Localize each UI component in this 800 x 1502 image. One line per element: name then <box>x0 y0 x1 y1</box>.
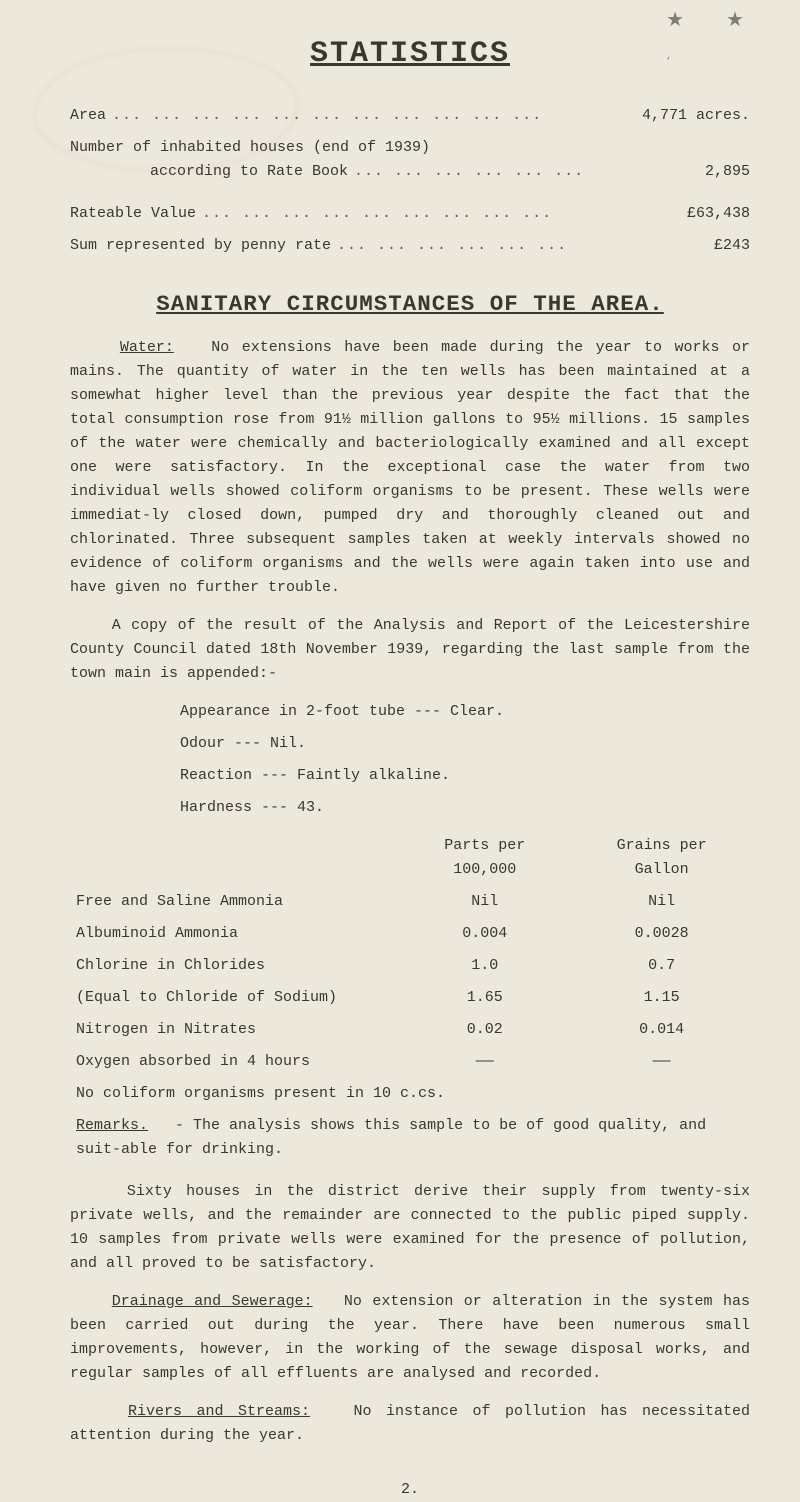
row-label: Chlorine in Chlorides <box>70 950 396 982</box>
remarks-label: Remarks. <box>76 1117 148 1134</box>
table-row: Free and Saline Ammonia Nil Nil <box>70 886 750 918</box>
row-value-b: Nil <box>573 886 750 918</box>
row-value-b: 1.15 <box>573 982 750 1014</box>
row-value-b: 0.014 <box>573 1014 750 1046</box>
stat-houses-line1: Number of inhabited houses (end of 1939) <box>70 136 750 160</box>
row-value-b: —— <box>573 1046 750 1078</box>
sixty-houses-paragraph: Sixty houses in the district derive thei… <box>70 1180 750 1276</box>
stat-label: according to Rate Book <box>70 160 348 184</box>
table-row: Albuminoid Ammonia 0.004 0.0028 <box>70 918 750 950</box>
table-row: Oxygen absorbed in 4 hours —— —— <box>70 1046 750 1078</box>
water-text: No extensions have been made during the … <box>70 339 750 596</box>
row-label: No coliform organisms present in 10 c.cs… <box>70 1078 750 1110</box>
remarks-text: - The analysis shows this sample to be o… <box>76 1117 706 1158</box>
row-label: Oxygen absorbed in 4 hours <box>70 1046 396 1078</box>
stat-label: Rateable Value <box>70 202 196 226</box>
stat-value: 2,895 <box>705 160 750 184</box>
stat-label: Area <box>70 104 106 128</box>
row-value-a: —— <box>396 1046 573 1078</box>
row-label: (Equal to Chloride of Sodium) <box>70 982 396 1014</box>
stat-label: Sum represented by penny rate <box>70 234 331 258</box>
appearance-list: Appearance in 2-foot tube --- Clear. Odo… <box>180 700 750 820</box>
stat-houses-line2: according to Rate Book ... ... ... ... .… <box>70 160 750 184</box>
analysis-intro-text: A copy of the result of the Analysis and… <box>70 617 750 682</box>
reaction-row: Reaction --- Faintly alkaline. <box>180 764 750 788</box>
table-row: Nitrogen in Nitrates 0.02 0.014 <box>70 1014 750 1046</box>
analysis-table: Parts per100,000 Grains perGallon Free a… <box>70 830 750 1166</box>
sanitary-heading: SANITARY CIRCUMSTANCES OF THE AREA. <box>70 286 750 322</box>
row-label: Albuminoid Ammonia <box>70 918 396 950</box>
hardness-row: Hardness --- 43. <box>180 796 750 820</box>
row-value-a: 0.02 <box>396 1014 573 1046</box>
table-row: (Equal to Chloride of Sodium) 1.65 1.15 <box>70 982 750 1014</box>
page-title: STATISTICS <box>70 30 750 78</box>
row-value-a: 1.65 <box>396 982 573 1014</box>
dot-leader: ... ... ... ... ... ... ... ... ... <box>196 202 687 226</box>
sixty-text: Sixty houses in the district derive thei… <box>70 1183 750 1272</box>
statistics-block: Area ... ... ... ... ... ... ... ... ...… <box>70 104 750 258</box>
dot-leader: ... ... ... ... ... ... <box>348 160 705 184</box>
dot-leader: ... ... ... ... ... ... ... ... ... ... … <box>106 104 642 128</box>
stat-value: 4,771 acres. <box>642 104 750 128</box>
water-paragraph: Water: No extensions have been made duri… <box>70 336 750 600</box>
row-value-b: 0.7 <box>573 950 750 982</box>
stat-area: Area ... ... ... ... ... ... ... ... ...… <box>70 104 750 128</box>
dot-leader: ... ... ... ... ... ... <box>331 234 714 258</box>
table-row: No coliform organisms present in 10 c.cs… <box>70 1078 750 1110</box>
stat-value: £243 <box>714 234 750 258</box>
stat-rateable: Rateable Value ... ... ... ... ... ... .… <box>70 202 750 226</box>
row-label: Free and Saline Ammonia <box>70 886 396 918</box>
stat-value: £63,438 <box>687 202 750 226</box>
water-label: Water: <box>120 339 174 356</box>
drainage-paragraph: Drainage and Sewerage: No extension or a… <box>70 1290 750 1386</box>
row-value-b: 0.0028 <box>573 918 750 950</box>
analysis-intro: A copy of the result of the Analysis and… <box>70 614 750 686</box>
remarks-row: Remarks. - The analysis shows this sampl… <box>70 1110 750 1166</box>
rivers-label: Rivers and Streams: <box>128 1403 310 1420</box>
row-label: Nitrogen in Nitrates <box>70 1014 396 1046</box>
appearance-row: Appearance in 2-foot tube --- Clear. <box>180 700 750 724</box>
row-value-a: Nil <box>396 886 573 918</box>
table-header-row: Parts per100,000 Grains perGallon <box>70 830 750 886</box>
stat-label: Number of inhabited houses (end of 1939) <box>70 136 430 160</box>
col-header-parts: Parts per100,000 <box>396 830 573 886</box>
table-row: Chlorine in Chlorides 1.0 0.7 <box>70 950 750 982</box>
page-number: 2. <box>70 1478 750 1502</box>
row-value-a: 0.004 <box>396 918 573 950</box>
row-value-a: 1.0 <box>396 950 573 982</box>
drainage-label: Drainage and Sewerage: <box>112 1293 313 1310</box>
stat-penny: Sum represented by penny rate ... ... ..… <box>70 234 750 258</box>
rivers-paragraph: Rivers and Streams: No instance of pollu… <box>70 1400 750 1448</box>
odour-row: Odour --- Nil. <box>180 732 750 756</box>
col-header-grains: Grains perGallon <box>573 830 750 886</box>
